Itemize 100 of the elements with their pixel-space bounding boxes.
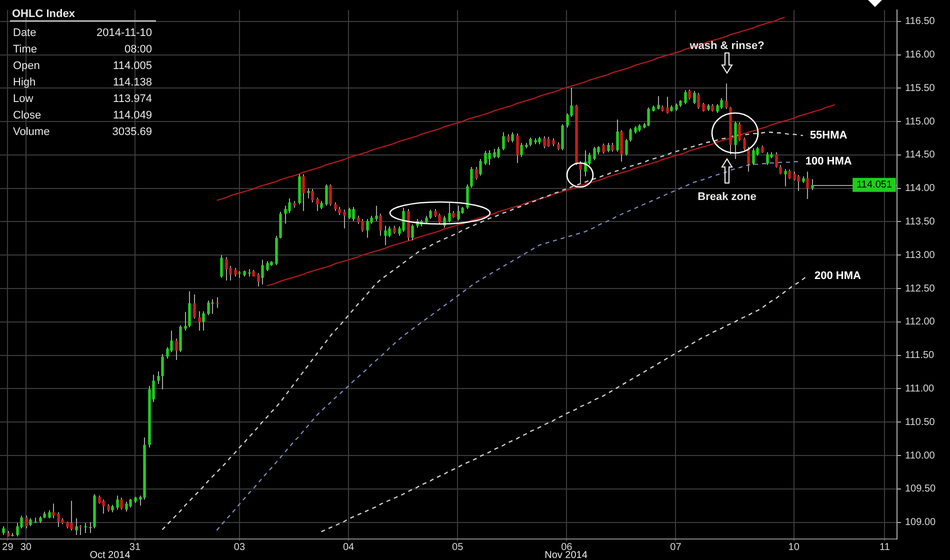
candlestick (125, 501, 128, 512)
candlestick (161, 353, 164, 390)
ref-line-label: 114.051 (856, 180, 892, 191)
annotation: High (13, 76, 36, 89)
candlestick (288, 198, 291, 214)
candlestick (516, 133, 519, 164)
annotation: OHLC Index (12, 8, 76, 20)
candlestick (697, 92, 700, 110)
candlestick (120, 497, 123, 510)
candlestick (211, 298, 214, 314)
line-series (320, 275, 808, 532)
candlestick (116, 495, 119, 510)
candlestick (248, 268, 251, 278)
annotation: Time (13, 44, 38, 56)
candlestick (470, 166, 473, 188)
text: Nov 2014 (544, 550, 588, 560)
candlestick (479, 158, 482, 176)
candlestick (725, 82, 728, 110)
y-tick-label: 109.00 (905, 517, 936, 528)
candlestick (89, 522, 92, 534)
candlestick (175, 338, 178, 360)
y-tick-label: 113.00 (905, 250, 936, 261)
candlestick (766, 152, 769, 166)
candlestick (788, 169, 791, 180)
candlestick (384, 225, 387, 246)
candlestick (307, 188, 310, 199)
candlestick (388, 226, 391, 238)
candlestick (316, 197, 319, 212)
candlestick (457, 205, 460, 221)
x-tick-label: 05 (452, 542, 464, 553)
candlestick (375, 205, 378, 222)
candlestick (811, 178, 814, 191)
x-tick-label: 10 (788, 542, 800, 553)
candlestick (747, 146, 750, 172)
candlestick (261, 259, 264, 286)
y-tick-label: 111.50 (905, 350, 935, 362)
candlestick (734, 121, 737, 160)
annotation: Break zone (698, 191, 756, 204)
candlestick (216, 296, 219, 308)
candlestick (157, 370, 160, 385)
candlestick (70, 500, 73, 531)
candlestick (784, 168, 787, 187)
candlestick (443, 215, 446, 228)
annotation: 3035.69 (112, 126, 152, 138)
x-tick-label: 03 (234, 542, 246, 553)
candlestick (352, 206, 355, 222)
candlestick (379, 213, 382, 236)
y-tick-label: 112.50 (905, 283, 936, 294)
candlestick (170, 330, 173, 352)
candlestick (806, 171, 809, 200)
annotation: Open (13, 60, 40, 72)
candlestick (448, 202, 451, 223)
y-tick-label: 116.00 (905, 50, 936, 60)
candlestick (52, 503, 55, 519)
x-tick-label: 11 (880, 542, 890, 553)
candlestick (402, 207, 405, 232)
candlestick (684, 90, 687, 105)
annotation: 08:00 (124, 44, 152, 56)
candlestick (102, 499, 105, 514)
x-tick-label: 30 (20, 542, 32, 553)
candlestick (620, 130, 623, 162)
y-tick-label: 114.50 (905, 150, 936, 161)
candlestick (348, 207, 351, 220)
annotation: 2014-11-10 (96, 27, 152, 40)
candlestick (561, 124, 564, 151)
y-tick-label: 115.00 (905, 116, 936, 128)
candlestick (584, 150, 587, 177)
candlestick (438, 213, 441, 225)
candlestick (475, 166, 478, 180)
candlestick (361, 218, 364, 232)
y-tick-label: 113.50 (905, 216, 936, 228)
candlestick (329, 184, 332, 206)
candlestick (207, 300, 210, 316)
candlestick (666, 96, 669, 114)
candlestick (84, 522, 87, 534)
candlestick (488, 150, 491, 166)
candlestick (220, 254, 223, 278)
series-label: 200 HMA (814, 270, 861, 282)
candlestick (625, 138, 628, 156)
candlestick (688, 88, 691, 100)
annotation: 114.049 (113, 110, 152, 122)
candlestick (743, 137, 746, 151)
x-tick-label: 04 (342, 542, 355, 553)
candlestick (511, 132, 514, 143)
candlestick (225, 256, 228, 282)
candlestick (198, 310, 201, 332)
candlestick (266, 260, 269, 272)
x-tick-label: 31 (129, 542, 141, 553)
y-tick-label: 116.50 (905, 16, 936, 28)
candlestick (547, 136, 550, 148)
candlestick (184, 311, 187, 332)
candlestick (629, 128, 632, 142)
y-tick-label: 114.00 (905, 183, 936, 194)
candlestick (579, 160, 582, 185)
candlestick (311, 188, 314, 203)
candlestick (602, 143, 605, 154)
candlestick (607, 142, 610, 153)
y-tick-label: 109.50 (905, 484, 936, 495)
candlestick (797, 174, 800, 192)
candlestick (779, 164, 782, 175)
